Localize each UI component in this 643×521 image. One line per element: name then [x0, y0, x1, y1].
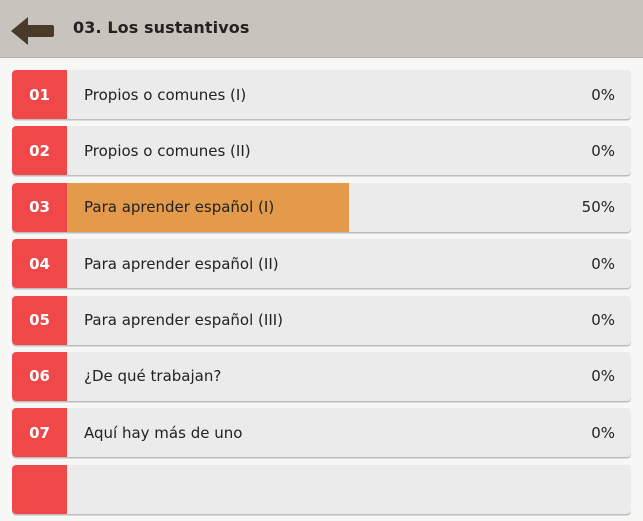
- lesson-title: Aquí hay más de uno: [84, 423, 243, 442]
- lesson-row-08[interactable]: [12, 464, 631, 514]
- lesson-title: Propios o comunes (I): [84, 85, 247, 104]
- lesson-number-badge: 01: [12, 70, 67, 119]
- lesson-number-badge: 02: [12, 126, 67, 176]
- lesson-list: 01 Propios o comunes (I) 0% 02 Propios o…: [12, 70, 631, 521]
- lesson-row-04[interactable]: 04 Para aprender español (II) 0%: [12, 239, 631, 289]
- lesson-row-03[interactable]: 03 Para aprender español (I) 50%: [12, 182, 631, 232]
- header-bar: 03. Los sustantivos: [0, 0, 643, 58]
- lesson-row-07[interactable]: 07 Aquí hay más de uno 0%: [12, 408, 631, 458]
- progress-fill: [67, 182, 349, 232]
- lesson-row-06[interactable]: 06 ¿De qué trabajan? 0%: [12, 351, 631, 401]
- lesson-title: Propios o comunes (II): [84, 141, 251, 160]
- lesson-number-badge: 05: [12, 295, 67, 345]
- lesson-number-badge: 04: [12, 239, 67, 289]
- lesson-progress-percent: 0%: [591, 367, 615, 386]
- back-arrow-icon: [11, 17, 54, 45]
- lesson-number-badge: 03: [12, 182, 67, 232]
- lesson-progress-percent: 0%: [591, 85, 615, 104]
- lesson-title: Para aprender español (I): [84, 198, 275, 217]
- lesson-row-02[interactable]: 02 Propios o comunes (II) 0%: [12, 126, 631, 176]
- lesson-progress-percent: 50%: [581, 198, 615, 217]
- lesson-progress-percent: 0%: [591, 141, 615, 160]
- lesson-title: Para aprender español (III): [84, 311, 284, 330]
- lesson-title: ¿De qué trabajan?: [84, 367, 222, 386]
- lesson-progress-percent: 0%: [591, 423, 615, 442]
- lesson-progress-percent: 0%: [591, 254, 615, 273]
- lesson-title: Para aprender español (II): [84, 254, 279, 273]
- lesson-number-badge: [12, 464, 67, 514]
- lesson-number-badge: 06: [12, 351, 67, 401]
- back-button[interactable]: [8, 14, 56, 48]
- lesson-row-01[interactable]: 01 Propios o comunes (I) 0%: [12, 70, 631, 119]
- page-title: 03. Los sustantivos: [73, 18, 250, 37]
- lesson-row-05[interactable]: 05 Para aprender español (III) 0%: [12, 295, 631, 345]
- lesson-progress-percent: 0%: [591, 311, 615, 330]
- lesson-number-badge: 07: [12, 408, 67, 458]
